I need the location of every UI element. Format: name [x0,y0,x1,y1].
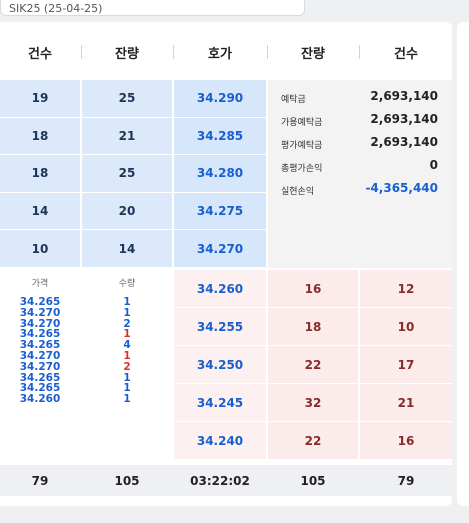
ask-count: 14 [0,192,80,230]
column-header: 잔량 [301,46,325,62]
bid-price: 34.240 [174,422,266,459]
ask-qty: 21 [82,117,172,155]
account-label: 가용예탁금 [281,118,323,128]
trade-qty: 1 [123,393,131,406]
ask-price: 34.280 [174,155,266,192]
contract-selector[interactable]: SIK25 (25-04-25) [0,0,305,16]
trade-price: 34.270 [19,360,61,373]
bid-price: 34.255 [174,308,266,345]
ask-qty: 14 [82,230,172,267]
account-label: 평가예탁금 [281,141,323,151]
ask-count: 18 [0,117,80,155]
trade-qty: 1 [123,306,131,319]
trade-qty: 4 [123,339,131,352]
ask-count: 18 [0,155,80,192]
trade-qty: 1 [123,382,131,395]
footer-value: 79 [397,473,415,488]
footer-value: 105 [114,473,140,488]
bid-count: 16 [360,422,452,459]
bid-qty: 22 [268,346,358,383]
bid-count: 10 [360,308,452,345]
ask-count: 10 [0,230,80,267]
bid-count: 17 [360,346,452,383]
column-separator [81,45,82,59]
account-panel [268,80,452,268]
trade-price: 34.270 [19,317,61,330]
ask-price: 34.270 [174,230,266,267]
bid-qty: 16 [268,270,358,307]
bid-qty: 18 [268,308,358,345]
bid-price: 34.245 [174,384,266,421]
trade-qty: 1 [123,328,131,341]
account-value: 2,693,140 [370,135,438,149]
trade-price: 34.270 [19,306,61,319]
footer-bar [0,465,452,496]
bid-price: 34.260 [174,270,266,307]
bid-count: 12 [360,270,452,307]
column-header: 호가 [208,46,232,62]
ask-qty: 20 [82,192,172,230]
trade-price: 34.265 [19,296,61,308]
footer-value: 03:22:02 [190,473,250,488]
column-separator [359,45,360,59]
account-value: -4,365,440 [365,181,438,195]
account-value: 2,693,140 [370,112,438,126]
bid-count: 21 [360,384,452,421]
trade-qty: 1 [123,296,131,308]
ask-qty: 25 [82,155,172,192]
account-label: 예탁금 [281,95,306,105]
column-separator [173,45,174,59]
account-value: 2,693,140 [370,89,438,103]
trade-qty: 2 [123,317,131,330]
trades-header: 가격 [31,279,49,289]
ask-price: 34.285 [174,117,266,155]
trade-price: 34.265 [19,328,61,341]
account-value: 0 [429,158,438,172]
trade-price: 34.265 [19,371,61,384]
ask-count: 19 [0,80,80,117]
trade-qty: 1 [123,371,131,384]
trade-price: 34.260 [19,393,61,406]
bid-qty: 22 [268,422,358,459]
ask-qty: 25 [82,80,172,117]
bid-price: 34.250 [174,346,266,383]
ask-price: 34.275 [174,192,266,230]
trade-price: 34.265 [19,339,61,352]
column-header: 건수 [394,46,418,62]
trade-price: 34.270 [19,350,61,362]
trade-qty: 1 [123,350,131,362]
bid-qty: 32 [268,384,358,421]
trade-qty: 2 [123,360,131,373]
trade-price: 34.265 [19,382,61,395]
column-header: 건수 [28,46,52,62]
side-panel [457,22,469,506]
footer-value: 79 [31,473,49,488]
ask-price: 34.290 [174,80,266,117]
footer-value: 105 [300,473,326,488]
trades-header: 수량 [118,279,136,289]
account-label: 실현손익 [281,187,315,197]
account-label: 총평가손익 [281,164,323,174]
column-header: 잔량 [115,46,139,62]
column-separator [267,45,268,59]
